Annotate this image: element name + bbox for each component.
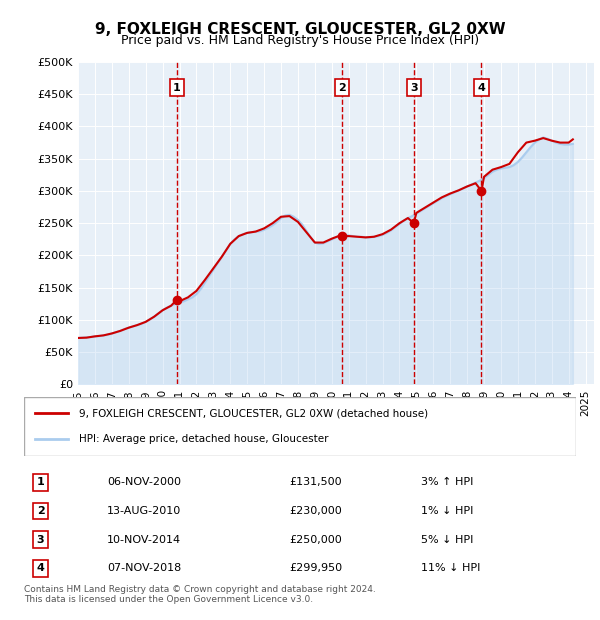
Text: 10-NOV-2014: 10-NOV-2014 (107, 534, 181, 544)
Text: 2: 2 (338, 83, 346, 93)
Text: 3: 3 (410, 83, 418, 93)
Text: £299,950: £299,950 (289, 563, 342, 573)
Text: 1% ↓ HPI: 1% ↓ HPI (421, 506, 474, 516)
Text: HPI: Average price, detached house, Gloucester: HPI: Average price, detached house, Glou… (79, 434, 329, 444)
Text: 9, FOXLEIGH CRESCENT, GLOUCESTER, GL2 0XW (detached house): 9, FOXLEIGH CRESCENT, GLOUCESTER, GL2 0X… (79, 409, 428, 419)
Text: Contains HM Land Registry data © Crown copyright and database right 2024.
This d: Contains HM Land Registry data © Crown c… (24, 585, 376, 604)
Text: £230,000: £230,000 (289, 506, 342, 516)
Text: 13-AUG-2010: 13-AUG-2010 (107, 506, 181, 516)
Text: 07-NOV-2018: 07-NOV-2018 (107, 563, 181, 573)
Text: 1: 1 (173, 83, 181, 93)
Text: £131,500: £131,500 (289, 477, 341, 487)
Text: 06-NOV-2000: 06-NOV-2000 (107, 477, 181, 487)
Text: 4: 4 (478, 83, 485, 93)
Text: 1: 1 (37, 477, 44, 487)
Text: 5% ↓ HPI: 5% ↓ HPI (421, 534, 474, 544)
FancyBboxPatch shape (24, 397, 576, 456)
Text: Price paid vs. HM Land Registry's House Price Index (HPI): Price paid vs. HM Land Registry's House … (121, 34, 479, 47)
Text: £250,000: £250,000 (289, 534, 342, 544)
Text: 4: 4 (37, 563, 44, 573)
Text: 11% ↓ HPI: 11% ↓ HPI (421, 563, 481, 573)
Text: 9, FOXLEIGH CRESCENT, GLOUCESTER, GL2 0XW: 9, FOXLEIGH CRESCENT, GLOUCESTER, GL2 0X… (95, 22, 505, 37)
Text: 3% ↑ HPI: 3% ↑ HPI (421, 477, 474, 487)
Text: 3: 3 (37, 534, 44, 544)
Text: 2: 2 (37, 506, 44, 516)
